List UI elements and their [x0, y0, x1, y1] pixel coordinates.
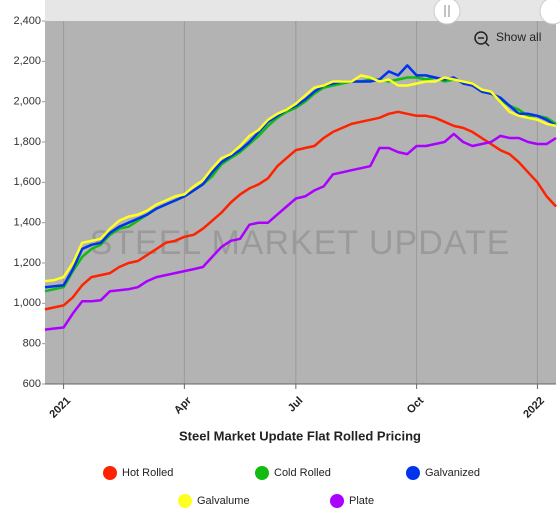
legend-item[interactable]: Galvalume: [178, 494, 250, 508]
y-tick-label: 1,200: [13, 257, 41, 269]
legend-swatch: [330, 494, 344, 508]
y-tick-label: 2,400: [13, 15, 41, 27]
legend-label: Hot Rolled: [122, 467, 173, 479]
y-tick-label: 1,400: [13, 217, 41, 229]
y-tick-label: 1,000: [13, 297, 41, 309]
series-line: [44, 110, 557, 311]
show-all-button[interactable]: Show all: [474, 30, 541, 47]
x-tick-label: 2021: [47, 395, 73, 421]
y-tick-label: 1,800: [13, 136, 41, 148]
x-tick-label: Apr: [172, 394, 194, 416]
series-line: [44, 74, 557, 283]
chart-title: Steel Market Update Flat Rolled Pricing: [179, 428, 421, 443]
zoom-icon: [484, 41, 490, 47]
y-tick-label: 600: [23, 378, 41, 390]
legend-swatch: [406, 466, 420, 480]
legend-label: Galvalume: [197, 495, 250, 507]
range-handles[interactable]: [433, 0, 560, 25]
legend-item[interactable]: Galvanized: [406, 466, 480, 480]
y-tick-label: 2,200: [13, 55, 41, 67]
y-tick-label: 800: [23, 338, 41, 350]
navigator-bar: [45, 0, 560, 21]
x-tick-label: Jul: [286, 395, 306, 415]
lines: [44, 64, 557, 331]
legend-label: Galvanized: [425, 467, 480, 479]
legend-swatch: [103, 466, 117, 480]
watermark: STEEL MARKET UPDATE: [90, 224, 511, 262]
plot-area: [45, 21, 556, 384]
legend-label: Cold Rolled: [274, 467, 331, 479]
legend-label: Plate: [349, 495, 374, 507]
legend-item[interactable]: Cold Rolled: [255, 466, 331, 480]
show-all-label[interactable]: Show all: [496, 30, 541, 44]
series-line: [44, 132, 557, 331]
y-tick-label: 1,600: [13, 176, 41, 188]
grid: [63, 21, 538, 384]
handle-right[interactable]: [539, 0, 560, 25]
y-tick-label: 2,000: [13, 96, 41, 108]
handle-left[interactable]: [433, 0, 461, 25]
x-tick-label: Oct: [405, 395, 427, 417]
zoom-icon: [474, 31, 488, 45]
legend-item[interactable]: Plate: [330, 494, 374, 508]
legend-swatch: [178, 494, 192, 508]
legend-swatch: [255, 466, 269, 480]
x-tick-label: 2022: [521, 395, 547, 421]
series-line: [44, 64, 557, 289]
legend-item[interactable]: Hot Rolled: [103, 466, 173, 480]
